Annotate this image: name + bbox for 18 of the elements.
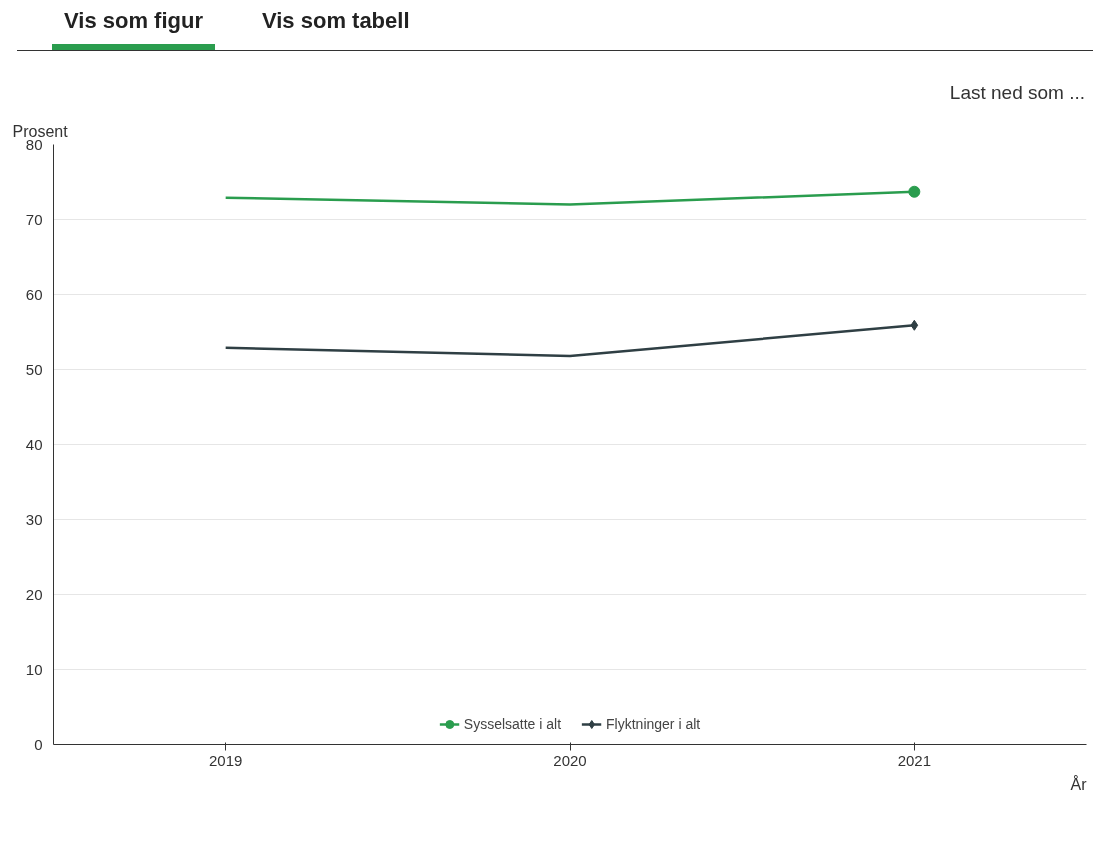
legend-label: Flyktninger i alt: [606, 716, 701, 732]
text: Last ned som ...: [948, 81, 1085, 105]
x-tick-label: 2019: [208, 751, 243, 769]
y-tick-label: 60: [25, 285, 43, 303]
y-axis-title: Prosent: [12, 122, 69, 140]
x-axis-title: År: [1070, 774, 1088, 793]
y-tick-label: 0: [34, 735, 43, 753]
x-tick-label: 2021: [897, 751, 932, 769]
x-tick-label: 2020: [553, 751, 587, 769]
y-tick-label: 30: [25, 510, 43, 528]
text: Vis som figur: [52, 5, 215, 51]
y-tick-label: 10: [25, 660, 43, 678]
y-tick-label: 50: [25, 360, 43, 378]
text: Vis som tabell: [260, 7, 411, 35]
y-tick-label: 70: [25, 210, 43, 228]
y-tick-label: 40: [25, 435, 43, 453]
y-tick-label: 20: [25, 585, 43, 603]
legend-label: Sysselsatte i alt: [463, 716, 562, 732]
